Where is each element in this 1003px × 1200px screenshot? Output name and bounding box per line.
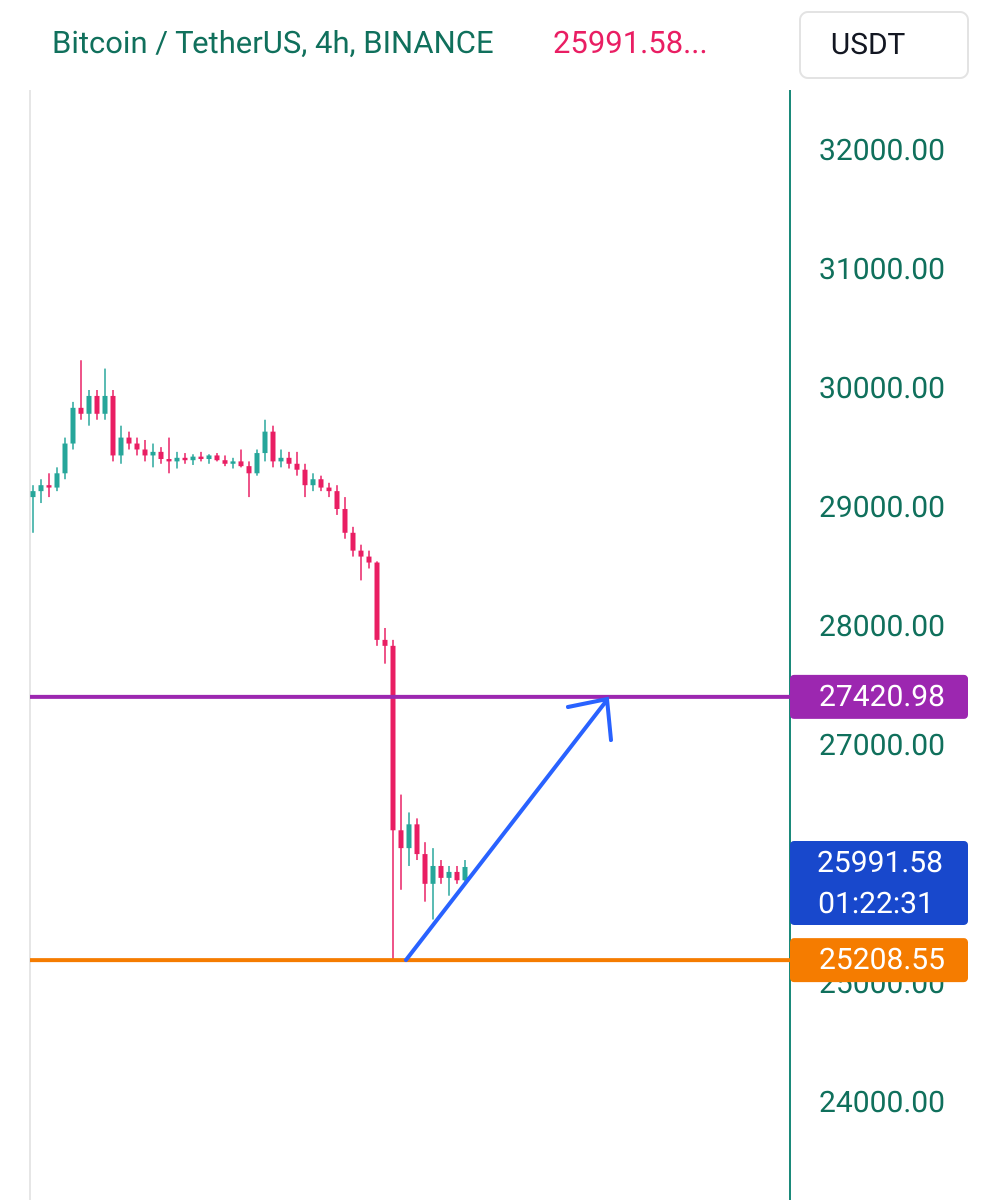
candle-body — [78, 407, 84, 414]
candle-body — [358, 550, 364, 557]
candle-body — [334, 491, 340, 509]
candle-body — [110, 395, 116, 456]
candle-body — [326, 487, 332, 492]
candle-body — [414, 824, 420, 855]
candle-body — [222, 460, 228, 464]
candle-body — [406, 824, 412, 849]
header-price: 25991.58... — [553, 24, 708, 61]
currency-label[interactable]: USDT — [831, 27, 906, 62]
current-price-tag — [790, 840, 968, 925]
candle-body — [254, 453, 260, 474]
candle-body — [54, 473, 60, 488]
candle-body — [118, 437, 124, 456]
candle-body — [430, 865, 436, 884]
candle-body — [438, 865, 444, 878]
candle-body — [270, 431, 276, 462]
candle-body — [366, 556, 372, 563]
candle-body — [70, 407, 76, 444]
chart-title: Bitcoin / TetherUS, 4h, BINANCE — [52, 24, 494, 61]
candle-body — [446, 871, 452, 878]
candle-body — [382, 639, 388, 646]
candle-body — [190, 456, 196, 461]
level-tag-label: 25208.55 — [819, 942, 945, 977]
candle-body — [198, 456, 204, 460]
current-price-label: 25991.58 — [817, 845, 943, 880]
candle-body — [94, 395, 100, 414]
candle-body — [206, 455, 212, 460]
candle-body — [62, 443, 68, 474]
currency-button-box[interactable] — [799, 11, 969, 79]
y-tick-label: 30000.00 — [819, 371, 945, 406]
candle-body — [30, 491, 36, 498]
candle-body — [102, 395, 108, 414]
candle-body — [262, 431, 268, 454]
candle-body — [166, 459, 172, 462]
candle-body — [302, 469, 308, 486]
candle-body — [126, 437, 132, 444]
candle-body — [246, 466, 252, 474]
candle-body — [454, 871, 460, 881]
candle-body — [86, 395, 92, 414]
candle-body — [214, 455, 220, 461]
y-tick-label: 27000.00 — [819, 728, 945, 763]
currency-button[interactable]: USDT — [799, 11, 969, 79]
candle-body — [38, 485, 44, 492]
candle-body — [134, 443, 140, 450]
candle-body — [182, 457, 188, 461]
y-tick-label: 29000.00 — [819, 490, 945, 525]
candle-body — [174, 457, 180, 462]
candle-body — [286, 457, 292, 464]
candle-body — [318, 479, 324, 488]
y-tick-label: 28000.00 — [819, 609, 945, 644]
candle-body — [422, 854, 428, 884]
candle-body — [462, 866, 468, 881]
level-tag-label: 27420.98 — [819, 679, 945, 714]
candle-body — [342, 508, 348, 533]
candle-body — [150, 451, 156, 456]
candle-body — [310, 479, 316, 486]
candle-body — [158, 451, 164, 460]
candle-body — [230, 461, 236, 464]
candle-body — [46, 485, 52, 488]
candle-body — [390, 645, 396, 831]
y-tick-label: 24000.00 — [819, 1085, 945, 1120]
level-tag — [790, 674, 968, 719]
arrow-annotation — [404, 696, 613, 962]
arrow-head — [566, 696, 613, 742]
candle-body — [238, 461, 244, 467]
candle-body — [398, 830, 404, 849]
arrow-shaft — [404, 698, 609, 962]
y-tick-label: 31000.00 — [819, 252, 945, 287]
countdown-label: 01:22:31 — [818, 886, 934, 921]
level-tag — [790, 938, 968, 983]
candle-body — [374, 562, 380, 640]
candle-body — [294, 463, 300, 470]
y-tick-label: 32000.00 — [819, 133, 945, 168]
candle-body — [350, 532, 356, 551]
candle-body — [278, 457, 284, 462]
candle-body — [142, 449, 148, 456]
